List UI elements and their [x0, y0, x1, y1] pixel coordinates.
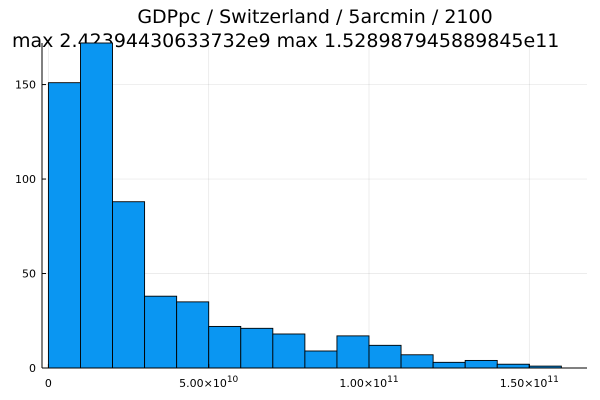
chart-subtitle: max 2.42394430633732e9 max 1.52898794588… — [12, 30, 559, 52]
x-tick-labels: 0 5.00×1010 1.00×1011 1.50×1011 — [45, 375, 559, 390]
histogram-bar — [400, 354, 434, 369]
y-tick-label: 150 — [15, 79, 36, 92]
y-tick-label: 50 — [22, 268, 36, 281]
histogram-bar — [144, 295, 178, 369]
y-tick-label: 100 — [15, 173, 36, 186]
axes — [41, 43, 587, 369]
histogram-bar — [47, 82, 81, 369]
histogram-bar — [112, 201, 146, 369]
histogram-bars — [47, 42, 562, 369]
y-tick-label: 0 — [29, 362, 36, 375]
histogram-bar — [176, 301, 210, 369]
histogram-bar — [80, 42, 113, 369]
histogram-bar — [272, 333, 306, 369]
y-tick-labels: 0 50 100 150 — [15, 79, 36, 375]
histogram-bar — [304, 350, 338, 369]
histogram-bar — [240, 327, 274, 369]
histogram-bar — [496, 363, 530, 369]
x-tick-label: 1.00×1011 — [339, 375, 398, 390]
x-tick-label: 5.00×1010 — [179, 375, 238, 390]
histogram-bar — [336, 335, 370, 369]
histogram-bar — [464, 359, 498, 369]
histogram-bar — [432, 361, 466, 369]
histogram-bar — [368, 344, 402, 369]
chart-title: GDPpc / Switzerland / 5arcmin / 2100 — [137, 6, 492, 28]
x-tick-label: 1.50×1011 — [500, 375, 559, 390]
histogram-bar — [208, 325, 242, 369]
x-tick-label: 0 — [45, 377, 52, 390]
